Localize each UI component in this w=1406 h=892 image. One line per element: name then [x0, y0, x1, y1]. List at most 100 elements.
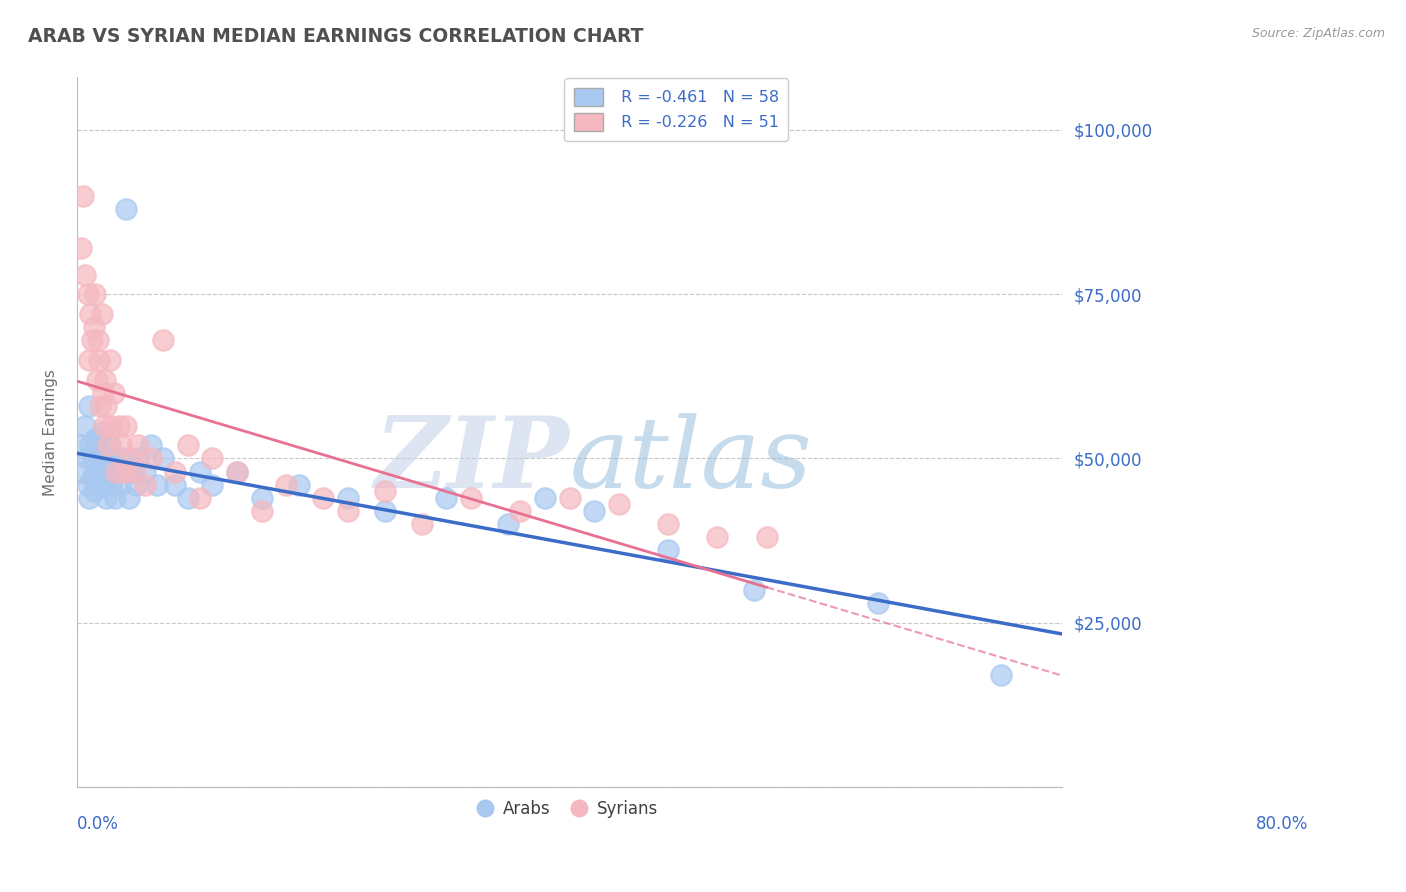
Point	[103, 385, 125, 400]
Point	[82, 451, 104, 466]
Point	[115, 418, 138, 433]
Point	[84, 465, 107, 479]
Point	[97, 458, 120, 472]
Point	[188, 491, 211, 505]
Point	[146, 477, 169, 491]
Point	[250, 504, 273, 518]
Point	[87, 352, 110, 367]
Point	[312, 491, 335, 505]
Text: atlas: atlas	[569, 413, 813, 508]
Point	[336, 504, 359, 518]
Point	[83, 320, 105, 334]
Point	[460, 491, 482, 505]
Point	[104, 491, 127, 505]
Point	[607, 498, 630, 512]
Point	[100, 477, 122, 491]
Point	[69, 241, 91, 255]
Point	[87, 333, 110, 347]
Point	[496, 517, 519, 532]
Point	[583, 504, 606, 518]
Point	[90, 471, 112, 485]
Point	[188, 465, 211, 479]
Point	[75, 268, 97, 282]
Point	[89, 458, 111, 472]
Point	[84, 432, 107, 446]
Point	[706, 530, 728, 544]
Point	[122, 465, 145, 479]
Point	[755, 530, 778, 544]
Point	[111, 451, 134, 466]
Point	[86, 451, 108, 466]
Point	[121, 465, 143, 479]
Point	[76, 451, 98, 466]
Text: ARAB VS SYRIAN MEDIAN EARNINGS CORRELATION CHART: ARAB VS SYRIAN MEDIAN EARNINGS CORRELATI…	[28, 27, 644, 45]
Point	[94, 373, 117, 387]
Point	[90, 307, 112, 321]
Point	[201, 451, 224, 466]
Text: 80.0%: 80.0%	[1257, 815, 1309, 833]
Point	[177, 438, 200, 452]
Point	[509, 504, 531, 518]
Point	[83, 484, 105, 499]
Point	[108, 477, 131, 491]
Point	[77, 399, 100, 413]
Point	[80, 333, 103, 347]
Point	[97, 471, 120, 485]
Point	[657, 543, 679, 558]
Point	[87, 477, 110, 491]
Point	[112, 465, 135, 479]
Point	[77, 287, 100, 301]
Point	[97, 438, 120, 452]
Point	[226, 465, 249, 479]
Legend: Arabs, Syrians: Arabs, Syrians	[474, 793, 665, 825]
Point	[93, 477, 115, 491]
Point	[75, 418, 97, 433]
Point	[118, 451, 141, 466]
Point	[86, 373, 108, 387]
Point	[115, 202, 138, 216]
Point	[77, 477, 100, 491]
Point	[98, 352, 121, 367]
Point	[336, 491, 359, 505]
Point	[152, 333, 174, 347]
Point	[79, 438, 101, 452]
Point	[226, 465, 249, 479]
Point	[374, 484, 396, 499]
Point	[89, 399, 111, 413]
Point	[98, 438, 121, 452]
Point	[103, 451, 125, 466]
Point	[127, 451, 149, 466]
Point	[165, 477, 187, 491]
Point	[77, 352, 100, 367]
Point	[558, 491, 581, 505]
Point	[866, 596, 889, 610]
Point	[127, 438, 149, 452]
Text: 0.0%: 0.0%	[77, 815, 118, 833]
Point	[125, 477, 148, 491]
Point	[534, 491, 557, 505]
Point	[134, 477, 156, 491]
Point	[110, 438, 132, 452]
Point	[72, 465, 94, 479]
Point	[990, 668, 1012, 682]
Point	[91, 445, 114, 459]
Point	[139, 438, 162, 452]
Point	[94, 451, 117, 466]
Point	[84, 287, 107, 301]
Point	[276, 477, 298, 491]
Point	[93, 418, 115, 433]
Text: Source: ZipAtlas.com: Source: ZipAtlas.com	[1251, 27, 1385, 40]
Point	[250, 491, 273, 505]
Point	[100, 418, 122, 433]
Point	[80, 471, 103, 485]
Point	[177, 491, 200, 505]
Point	[411, 517, 433, 532]
Point	[744, 582, 766, 597]
Point	[201, 477, 224, 491]
Point	[96, 491, 118, 505]
Text: ZIP: ZIP	[374, 412, 569, 508]
Point	[134, 465, 156, 479]
Point	[72, 188, 94, 202]
Point	[374, 504, 396, 518]
Point	[287, 477, 309, 491]
